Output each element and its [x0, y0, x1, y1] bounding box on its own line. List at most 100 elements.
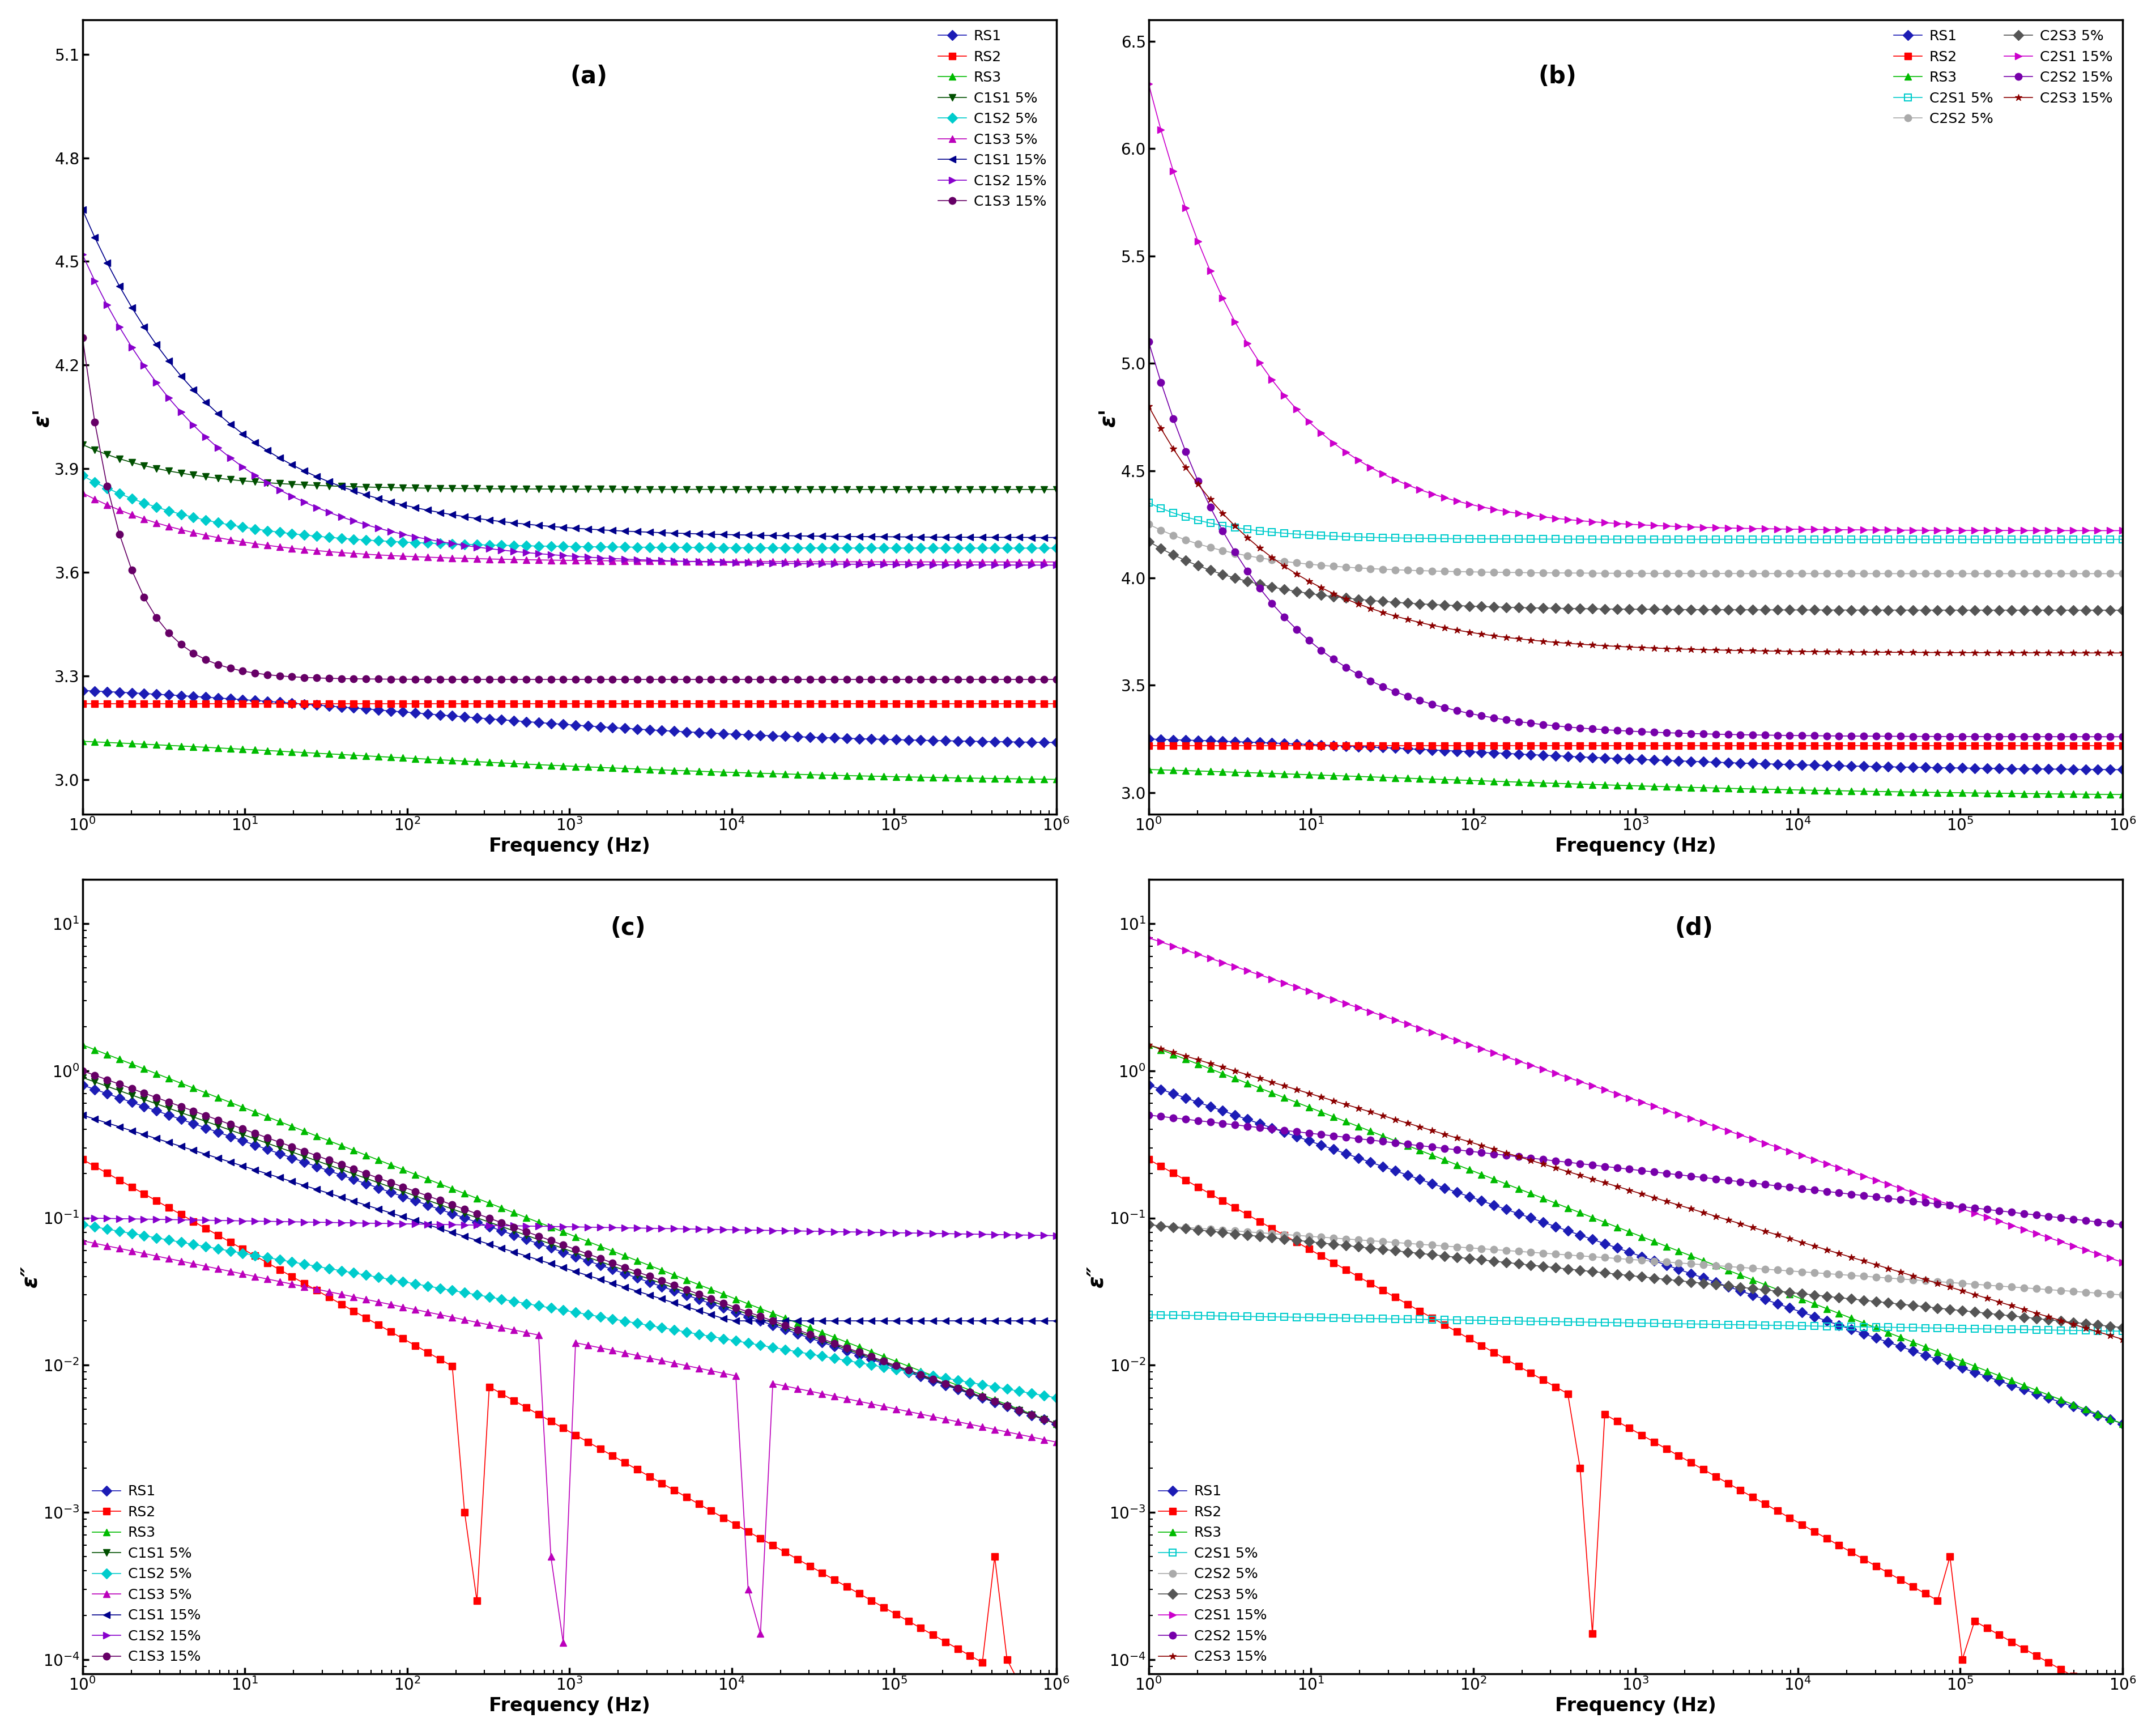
RS1	[662, 1280, 688, 1301]
C2S2 15%	[2109, 727, 2134, 748]
Line: RS3: RS3	[1145, 1041, 2126, 1428]
RS1	[1802, 755, 1828, 776]
RS2	[1727, 736, 1753, 756]
RS2	[1764, 736, 1789, 756]
RS1	[735, 723, 761, 744]
RS1	[931, 1374, 957, 1395]
C1S1 5%	[699, 1291, 724, 1312]
C1S3 5%	[735, 552, 761, 573]
X-axis label: Frequency (Hz): Frequency (Hz)	[489, 836, 651, 855]
C1S3 15%	[662, 1275, 688, 1296]
Line: C2S2 15%: C2S2 15%	[1145, 1112, 2126, 1228]
C2S2 15%	[1136, 331, 1162, 352]
C1S3 15%	[69, 328, 95, 349]
RS1	[1044, 1414, 1069, 1435]
C2S1 5%	[1567, 1312, 1593, 1332]
C2S2 5%	[1716, 564, 1742, 585]
C2S2 5%	[2109, 564, 2134, 585]
C1S3 15%	[735, 670, 761, 691]
C1S2 15%	[662, 550, 688, 571]
RS2	[1716, 736, 1742, 756]
C1S3 5%	[69, 482, 95, 503]
RS3	[1802, 1293, 1828, 1313]
C1S2 5%	[699, 1326, 724, 1346]
C2S3 5%	[1764, 600, 1789, 621]
Line: C1S1 5%: C1S1 5%	[80, 441, 1061, 493]
RS3	[69, 730, 95, 751]
C1S1 5%	[500, 479, 526, 500]
C1S3 5%	[662, 1353, 688, 1374]
Line: C1S1 5%: C1S1 5%	[80, 1074, 1061, 1428]
RS3	[2109, 1414, 2134, 1435]
C2S3 15%	[1764, 1225, 1789, 1246]
C2S3 15%	[1136, 1034, 1162, 1055]
C1S1 5%	[735, 479, 761, 500]
C2S1 5%	[2109, 1320, 2134, 1341]
RS1	[649, 1277, 675, 1298]
RS1	[1716, 753, 1742, 774]
C1S2 15%	[1044, 1225, 1069, 1246]
RS1	[1999, 1374, 2024, 1395]
RS1	[1802, 1306, 1828, 1327]
Line: C2S3 5%: C2S3 5%	[1145, 538, 2126, 614]
RS1	[1716, 1277, 1742, 1298]
RS1	[1764, 1293, 1789, 1313]
C2S2 15%	[1802, 1180, 1828, 1201]
C2S3 15%	[1716, 640, 1742, 661]
RS3	[649, 760, 675, 781]
RS1	[1727, 1280, 1753, 1301]
RS1	[69, 680, 95, 701]
RS3	[699, 1279, 724, 1300]
C1S2 15%	[500, 541, 526, 562]
C1S3 5%	[500, 548, 526, 569]
C1S1 15%	[699, 524, 724, 545]
C1S1 5%	[69, 1067, 95, 1088]
C1S1 15%	[722, 1310, 748, 1331]
C1S1 15%	[69, 200, 95, 220]
C2S2 5%	[1999, 564, 2024, 585]
RS2	[2109, 1693, 2134, 1714]
C1S2 15%	[931, 1223, 957, 1244]
RS3	[649, 1260, 675, 1280]
Y-axis label: ε″: ε″	[19, 1265, 41, 1287]
C2S1 15%	[1567, 1070, 1593, 1091]
RS3	[1567, 774, 1593, 795]
Y-axis label: ε': ε'	[1097, 408, 1119, 427]
C2S3 5%	[1727, 599, 1753, 619]
Line: C2S2 5%: C2S2 5%	[1145, 520, 2126, 578]
Line: C1S2 15%: C1S2 15%	[80, 252, 1061, 569]
C1S2 15%	[662, 1218, 688, 1239]
Line: RS3: RS3	[1145, 765, 2126, 798]
C1S1 5%	[500, 1220, 526, 1241]
RS2	[1999, 736, 2024, 756]
RS3	[1999, 1371, 2024, 1391]
Line: RS2: RS2	[1145, 1156, 2126, 1707]
C1S1 15%	[662, 522, 688, 543]
C1S1 5%	[649, 479, 675, 500]
C1S2 5%	[69, 1215, 95, 1235]
Line: C2S3 15%: C2S3 15%	[1145, 403, 2126, 656]
Legend: RS1, RS2, RS3, C2S1 5%, C2S2 5%, C2S3 5%, C2S1 15%, C2S2 15%, C2S3 15%: RS1, RS2, RS3, C2S1 5%, C2S2 5%, C2S3 5%…	[1889, 24, 2119, 132]
Line: C2S1 5%: C2S1 5%	[1145, 1312, 2126, 1334]
RS3	[1044, 1414, 1069, 1435]
C2S2 5%	[1567, 1246, 1593, 1267]
C2S1 15%	[1727, 1124, 1753, 1145]
RS2	[699, 1501, 724, 1522]
C1S2 5%	[500, 534, 526, 555]
C2S3 5%	[1716, 599, 1742, 619]
C2S3 5%	[1136, 531, 1162, 552]
RS1	[1764, 753, 1789, 774]
RS3	[931, 1371, 957, 1391]
C1S2 15%	[699, 552, 724, 573]
C1S3 5%	[699, 552, 724, 573]
C2S2 15%	[1727, 1171, 1753, 1192]
RS1	[662, 720, 688, 741]
Line: C2S3 15%: C2S3 15%	[1145, 1041, 2126, 1343]
Text: (c): (c)	[610, 916, 645, 940]
C1S1 5%	[649, 1273, 675, 1294]
C1S3 5%	[550, 1633, 576, 1653]
C1S3 5%	[711, 1364, 737, 1385]
C2S2 5%	[1999, 1277, 2024, 1298]
C2S2 5%	[1764, 1260, 1789, 1280]
C1S1 15%	[1044, 527, 1069, 548]
